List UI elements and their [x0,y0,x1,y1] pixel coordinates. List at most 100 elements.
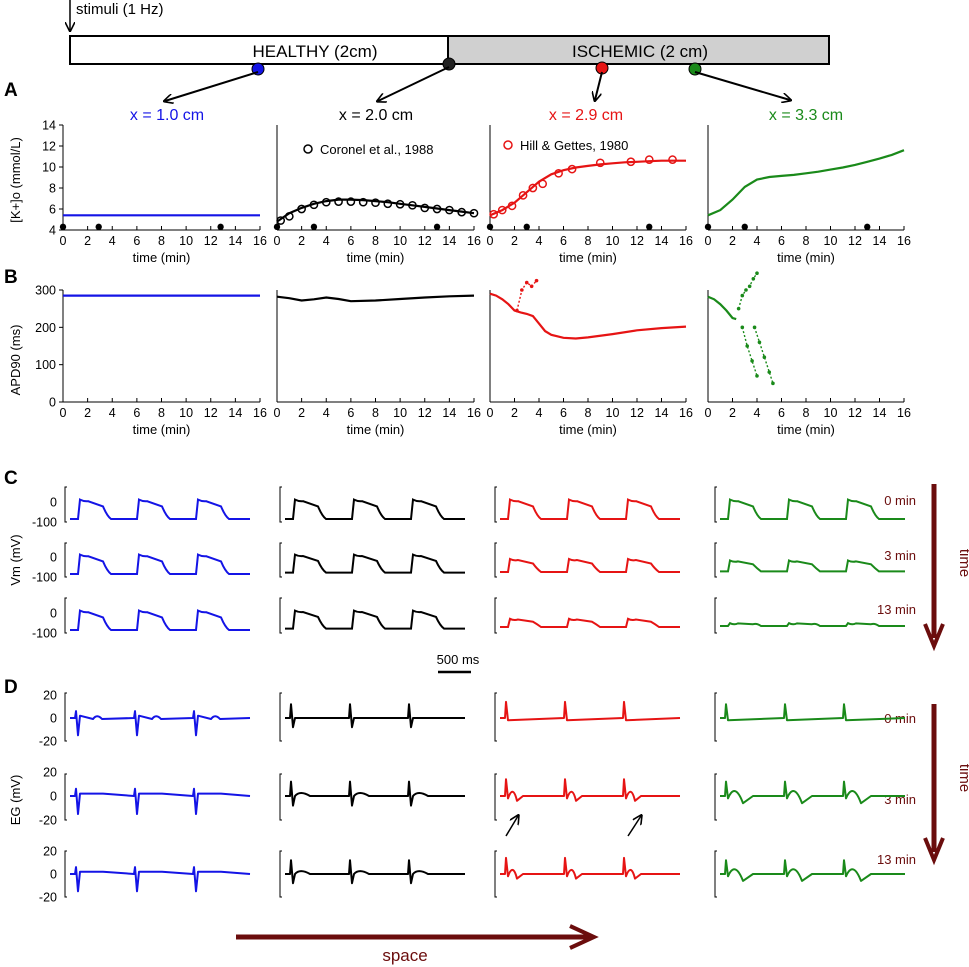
annotation-arrow-1 [505,816,518,837]
panel-b-col1-xlabel: time (min) [133,422,191,437]
legend-coronel: Coronel et al., 1988 [320,142,433,157]
panel-a-col2-experimental-point [432,204,442,214]
panel-a-col2-xtick-label: 16 [467,234,481,248]
panel-d-ytick-label: 0 [50,868,57,882]
panel-d-row3-col4-trace [720,859,905,882]
panel-a-col2-xtick-label: 0 [274,234,281,248]
panel-b-col1-xtick-label: 16 [253,406,267,420]
panel-a-col2-series-line [276,198,475,223]
panel-a-col1-ytick-label: 12 [42,140,56,154]
panel-c-axis-bracket [64,542,67,578]
panel-d-axis-bracket [64,850,67,898]
panel-b-col4-xtick-label: 4 [754,406,761,420]
position-title-3: x = 2.9 cm [549,107,623,124]
ischemic-label: ISCHEMIC (2 cm) [572,42,708,61]
panel-c-row2-col1-trace [70,553,250,575]
position-title-2: x = 2.0 cm [339,107,413,124]
panel-b-col1-ytick-label: 100 [35,358,56,372]
panel-a-col4-stimulus-marker [741,223,748,231]
panel-b-col4-xlabel: time (min) [777,422,835,437]
c-label-3min: 3 min [884,548,916,563]
space-axis-label: space [382,946,427,965]
panel-c-axis-bracket [714,597,717,634]
panel-c-row2-col2-trace [285,553,465,574]
panel-c-ytick-label: 0 [50,607,57,621]
ylabel-b: APD90 (ms) [8,325,23,396]
panel-b-col4-xtick-label: 10 [824,406,838,420]
panel-letter-a: A [4,80,18,101]
panel-letter-c: C [4,468,18,489]
panel-c-row3-col4-trace [720,621,905,627]
panel-a-col4-xtick-label: 4 [754,234,761,248]
panel-c-axis-bracket [494,597,497,634]
panel-a-col3-experimental-point [668,155,677,164]
panel-d-axis-bracket [714,692,717,742]
panel-d-row3-col1-trace [70,866,251,893]
panel-a-col2-experimental-point [408,200,417,210]
panel-a-col4-series-line [707,149,905,217]
panel-d-row2-col4-trace [720,780,905,805]
panel-c-row3-col2-trace [285,609,465,630]
panel-a-col1-xlabel: time (min) [133,250,191,265]
panel-c-row2-col3-trace [500,557,680,573]
panel-a-col2-experimental-point [276,216,286,225]
panel-c-axis-bracket [64,486,67,523]
panel-b-col2-xtick-label: 12 [418,406,432,420]
panel-d-row2-col3-trace [500,778,680,802]
panel-a-col4-stimulus-marker [704,223,712,231]
panel-d-row2-col1-trace [70,787,251,815]
panel-c-row1-col1-trace [70,498,250,520]
panel-a-col2-experimental-point [297,204,306,214]
panel-b-col3-xtick-label: 4 [536,406,543,420]
panel-c-axis-bracket [714,542,717,578]
panel-a-col3-experimental-point [489,209,499,219]
panel-b-col3-xtick-label: 14 [655,406,669,420]
panel-a-col3-experimental-point [626,157,636,167]
panel-d-row2-col2-trace [285,780,465,807]
panel-b-col4-series-line [707,295,737,321]
panel-a-col1-xtick-label: 12 [204,234,218,248]
panel-a-col2-stimulus-marker [310,223,318,231]
panel-d-axis-bracket [494,773,497,821]
panel-a-col1-ytick-label: 4 [49,224,56,238]
panel-b-col1-xtick-label: 6 [133,406,140,420]
panel-a-col4-xtick-label: 2 [729,234,736,248]
time-arrows [923,484,945,866]
panel-a-col2-xtick-label: 8 [372,234,379,248]
panel-a-col3-xlabel: time (min) [559,250,617,265]
panel-a-col2-xtick-label: 12 [418,234,432,248]
panel-b-col2-series-line [276,294,475,303]
panel-b-col1-xtick-label: 0 [60,406,67,420]
probe-arrow-3 [595,71,603,100]
panel-a-col2-xlabel: time (min) [347,250,405,265]
panel-c-ytick-label: -100 [32,571,57,585]
panel-a-col3-xtick-label: 4 [536,234,543,248]
panel-a-col1-xtick-label: 8 [158,234,165,248]
panel-a-col3-xtick-label: 16 [679,234,693,248]
panel-a-col1-xtick-label: 10 [179,234,193,248]
panel-d-ytick-label: -20 [39,735,57,749]
panel-d-row1-col2-trace [285,703,465,729]
panel-b-col2-xtick-label: 14 [442,406,456,420]
panel-a-col2-experimental-point [334,197,343,206]
panel-b-col4-xtick-label: 2 [729,406,736,420]
panel-b-col3-xtick-label: 8 [585,406,592,420]
panel-d-ytick-label: 0 [50,712,57,726]
panel-a-col3-xtick-label: 14 [655,234,669,248]
time-arrow-head [923,623,945,652]
panel-b-col3-alternans-trace [516,280,538,311]
panel-a-col3-experimental-point [567,164,577,174]
panel-b-col4-xtick-label: 14 [873,406,887,420]
panel-d-axis-bracket [494,692,497,742]
panel-a-col4-xtick-label: 0 [705,234,712,248]
panel-a-col3-xtick-label: 12 [630,234,644,248]
panel-a-col2-experimental-point [309,200,319,210]
panel-d-row1-col3-trace [500,700,681,722]
scale-bar-label: 500 ms [437,652,480,667]
panel-b-col3-xtick-label: 10 [606,406,620,420]
panel-c-axis-bracket [279,542,282,578]
legend-hill: Hill & Gettes, 1980 [520,138,628,153]
panel-b-col2-xtick-label: 2 [298,406,305,420]
panel-a-col3-xtick-label: 0 [487,234,494,248]
panel-a-col3-experimental-point [644,155,654,164]
